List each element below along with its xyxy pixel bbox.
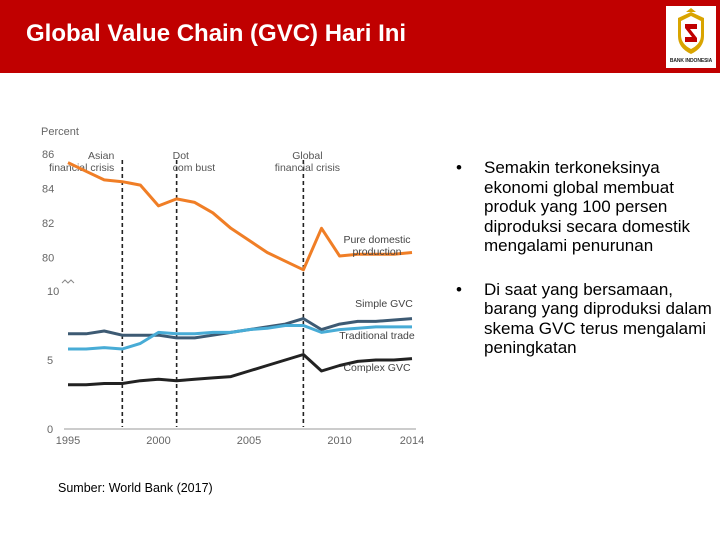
y-tick-label: 80 [42, 253, 54, 265]
slide-header: Global Value Chain (GVC) Hari Ini BANK I… [0, 0, 720, 73]
bullet-item: • Di saat yang bersamaan, barang yang dip… [456, 280, 716, 358]
axis-break-mark [61, 279, 75, 284]
slide-title: Global Value Chain (GVC) Hari Ini [26, 20, 407, 47]
y-tick-label: 82 [42, 218, 54, 230]
logo-emblem-icon [678, 8, 704, 54]
event-label: Global financial crisis [275, 150, 340, 174]
series-label: Pure domestic production [343, 234, 410, 258]
y-tick-label: 10 [47, 286, 59, 298]
source-note: Sumber: World Bank (2017) [58, 481, 213, 495]
x-tick-label: 2010 [327, 435, 351, 447]
series-line [68, 324, 412, 351]
x-tick-label: 2000 [146, 435, 170, 447]
y-tick-label: 86 [42, 149, 54, 161]
y-axis-label: Percent [41, 126, 79, 138]
series-line [68, 353, 413, 387]
bullet-list: • Semakin terkoneksinya ekonomi global me… [456, 158, 716, 382]
x-tick-label: 1995 [56, 435, 80, 447]
x-tick-label: 2014 [400, 435, 424, 447]
series-line [67, 161, 413, 272]
bullet-text: Semakin terkoneksinya ekonomi global mem… [484, 158, 690, 255]
series-label: Complex GVC [343, 362, 411, 374]
bank-indonesia-logo: BANK INDONESIA [666, 6, 716, 68]
bullet-text: Di saat yang bersamaan, barang yang dipr… [484, 279, 712, 358]
bullet-item: • Semakin terkoneksinya ekonomi global me… [456, 158, 716, 256]
bullet-dot-icon: • [456, 279, 462, 299]
bullet-dot-icon: • [456, 158, 462, 177]
y-tick-label: 0 [47, 424, 53, 436]
event-label: Dot com bust [173, 150, 216, 174]
y-tick-label: 84 [42, 184, 54, 196]
x-tick-label: 2005 [237, 435, 261, 447]
series-label: Traditional trade [339, 330, 415, 342]
logo-text: BANK INDONESIA [669, 58, 713, 64]
y-tick-label: 5 [47, 355, 53, 367]
series-label: Simple GVC [355, 298, 413, 310]
